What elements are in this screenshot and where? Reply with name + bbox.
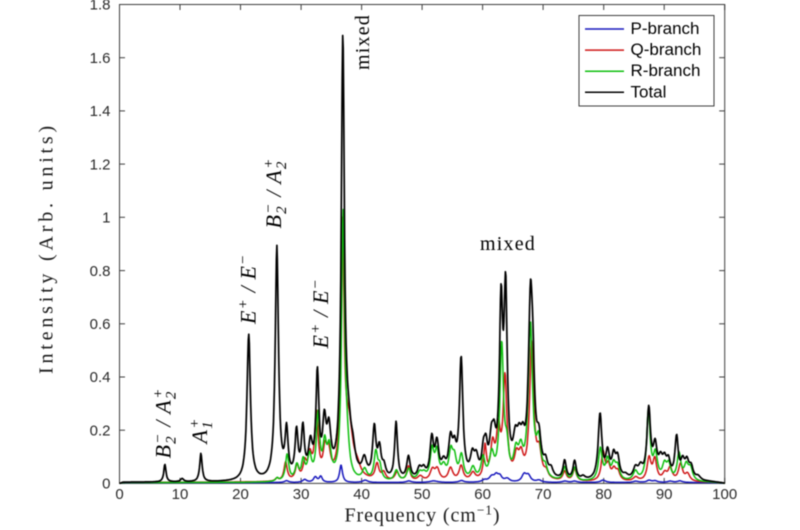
svg-text:0.2: 0.2 xyxy=(90,422,111,439)
svg-text:Total: Total xyxy=(631,82,667,101)
svg-text:E+ / E−: E+ / E− xyxy=(236,254,261,325)
svg-text:A1+: A1+ xyxy=(187,417,216,445)
svg-text:90: 90 xyxy=(656,486,673,503)
svg-text:0.6: 0.6 xyxy=(90,316,111,333)
svg-text:80: 80 xyxy=(595,486,612,503)
svg-text:1.6: 1.6 xyxy=(90,50,111,67)
svg-text:10: 10 xyxy=(172,486,189,503)
svg-text:B2− / A2+: B2− / A2+ xyxy=(151,387,180,458)
svg-text:E+ / E−: E+ / E− xyxy=(308,278,333,349)
svg-text:70: 70 xyxy=(535,486,552,503)
svg-text:Q-branch: Q-branch xyxy=(631,40,702,59)
svg-text:B2− / A2+: B2− / A2+ xyxy=(261,157,290,228)
svg-text:40: 40 xyxy=(353,486,370,503)
svg-text:0.8: 0.8 xyxy=(90,263,111,280)
svg-text:60: 60 xyxy=(474,486,491,503)
svg-text:0: 0 xyxy=(115,486,123,503)
svg-text:20: 20 xyxy=(232,486,249,503)
svg-text:30: 30 xyxy=(293,486,310,503)
svg-text:R-branch: R-branch xyxy=(631,61,701,80)
svg-text:Frequency (cm−1): Frequency (cm−1) xyxy=(345,503,501,527)
svg-text:0.4: 0.4 xyxy=(90,369,111,386)
svg-text:mixed: mixed xyxy=(480,233,536,255)
svg-text:1.4: 1.4 xyxy=(90,103,111,120)
svg-text:50: 50 xyxy=(414,486,431,503)
svg-text:0: 0 xyxy=(102,476,110,493)
svg-text:P-branch: P-branch xyxy=(631,19,700,38)
svg-text:1: 1 xyxy=(102,210,110,227)
svg-text:Intensity (Arb. units): Intensity (Arb. units) xyxy=(36,122,58,374)
svg-text:100: 100 xyxy=(712,486,737,503)
svg-text:1.2: 1.2 xyxy=(90,156,111,173)
svg-text:mixed: mixed xyxy=(352,14,374,70)
svg-text:1.8: 1.8 xyxy=(90,0,111,14)
